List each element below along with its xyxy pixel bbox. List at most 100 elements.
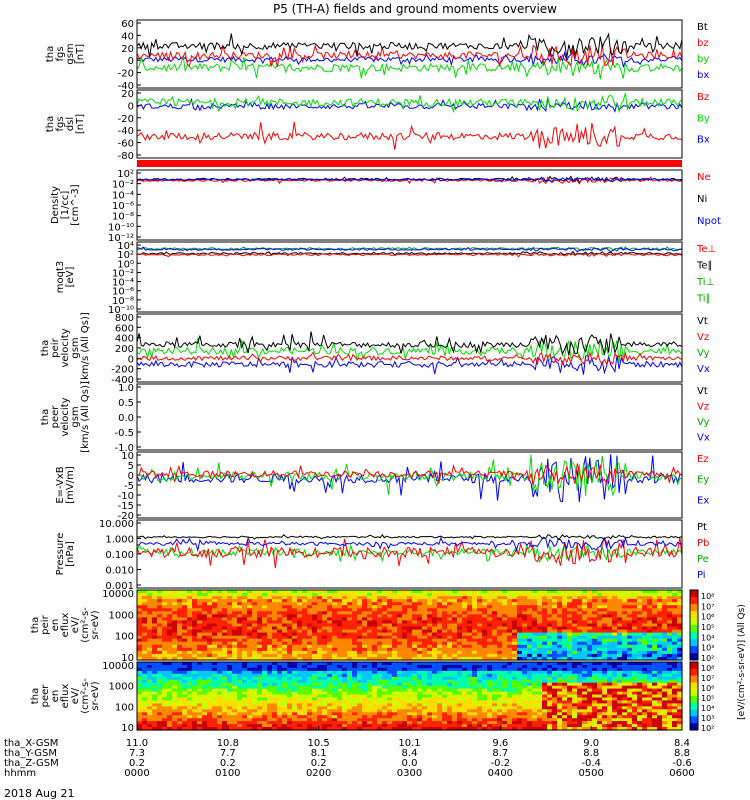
spectrogram-cell	[457, 700, 463, 704]
spectrogram-cell	[402, 590, 408, 594]
spectrogram-cell	[527, 676, 533, 681]
spectrogram-cell	[237, 727, 243, 731]
spectrogram-cell	[542, 608, 548, 612]
spectrogram-cell	[392, 676, 398, 681]
spectrogram-cell	[442, 653, 448, 658]
spectrogram-cell	[317, 670, 323, 675]
spectrogram-cell	[547, 650, 553, 655]
spectrogram-cell	[547, 727, 553, 731]
spectrogram-cell	[572, 657, 578, 661]
spectrogram-cell	[602, 703, 608, 707]
spectrogram-cell	[322, 679, 328, 684]
spectrogram-cell	[622, 679, 628, 684]
spectrogram-cell	[312, 620, 318, 624]
spectrogram-cell	[177, 706, 183, 710]
spectrogram-cell	[537, 650, 543, 655]
spectrogram-cell	[532, 599, 538, 603]
spectrogram-cell	[412, 703, 418, 707]
spectrogram-cell	[542, 727, 548, 731]
spectrogram-cell	[497, 676, 503, 681]
spectrogram-cell	[217, 679, 223, 684]
spectrogram-cell	[247, 673, 253, 678]
spectrogram-cell	[222, 688, 228, 693]
spectrogram-cell	[587, 590, 593, 594]
spectrogram-cell	[482, 685, 488, 690]
spectrogram-cell	[617, 644, 623, 649]
spectrogram-cell	[312, 724, 318, 728]
spectrogram-cell	[552, 593, 558, 597]
spectrogram-cell	[517, 679, 523, 684]
spectrogram-cell	[632, 653, 638, 658]
spectrogram-cell	[267, 617, 273, 621]
spectrogram-cell	[482, 667, 488, 672]
spectrogram-cell	[387, 712, 393, 716]
spectrogram-cell	[522, 679, 528, 684]
spectrogram-cell	[357, 635, 363, 640]
spectrogram-cell	[612, 602, 618, 606]
spectrogram-cell	[302, 700, 308, 704]
spectrogram-cell	[377, 715, 383, 719]
spectrogram-cell	[472, 638, 478, 643]
spectrogram-cell	[362, 715, 368, 719]
spectrogram-cell	[167, 596, 173, 600]
spectrogram-cell	[392, 691, 398, 696]
spectrogram-cell	[497, 647, 503, 652]
spectrogram-cell	[297, 697, 303, 702]
spectrogram-cell	[477, 596, 483, 600]
spectrogram-cell	[572, 611, 578, 615]
spectrogram-cell	[372, 608, 378, 612]
spectrogram-cell	[422, 647, 428, 652]
spectrogram-cell	[152, 632, 158, 637]
spectrogram-cell	[277, 697, 283, 702]
spectrogram-cell	[152, 679, 158, 684]
spectrogram-cell	[637, 650, 643, 655]
spectrogram-cell	[142, 608, 148, 612]
spectrogram-cell	[517, 697, 523, 702]
spectrogram-cell	[247, 665, 253, 669]
spectrogram-cell	[282, 694, 288, 699]
spectrogram-cell	[377, 697, 383, 702]
spectrogram-cell	[142, 700, 148, 704]
spectrogram-cell	[637, 653, 643, 658]
spectrogram-cell	[542, 620, 548, 624]
spectrogram-cell	[532, 626, 538, 631]
spectrogram-cell	[337, 644, 343, 649]
spectrogram-cell	[207, 593, 213, 597]
spectrogram-cell	[312, 653, 318, 658]
spectrogram-cell	[572, 644, 578, 649]
spectrogram-cell	[137, 665, 143, 669]
spectrogram-cell	[287, 673, 293, 678]
spectrogram-cell	[547, 593, 553, 597]
spectrogram-cell	[577, 673, 583, 678]
spectrogram-cell	[447, 617, 453, 621]
spectrogram-cell	[472, 727, 478, 731]
spectrogram-cell	[362, 650, 368, 655]
spectrogram-cell	[467, 653, 473, 658]
spectrogram-cell	[177, 685, 183, 690]
spectrogram-cell	[332, 653, 338, 658]
spectrogram-cell	[422, 718, 428, 722]
spectrogram-cell	[322, 682, 328, 687]
spectrogram-cell	[432, 665, 438, 669]
spectrogram-cell	[497, 593, 503, 597]
spectrogram-cell	[252, 614, 258, 618]
spectrogram-cell	[252, 682, 258, 687]
spectrogram-cell	[142, 667, 148, 672]
y-tick-label: 100	[115, 702, 134, 713]
spectrogram-cell	[677, 644, 683, 649]
spectrogram-cell	[612, 647, 618, 652]
spectrogram-cell	[557, 670, 563, 675]
spectrogram-cell	[187, 682, 193, 687]
spectrogram-cell	[297, 700, 303, 704]
spectrogram-cell	[492, 694, 498, 699]
spectrogram-cell	[472, 688, 478, 693]
spectrogram-cell	[497, 718, 503, 722]
spectrogram-cell	[562, 727, 568, 731]
spectrogram-cell	[607, 667, 613, 672]
spectrogram-cell	[142, 688, 148, 693]
y-tick-label: 10⁻²	[112, 268, 134, 279]
spectrogram-cell	[577, 697, 583, 702]
spectrogram-cell	[667, 593, 673, 597]
spectrogram-cell	[457, 614, 463, 618]
spectrogram-cell	[387, 608, 393, 612]
